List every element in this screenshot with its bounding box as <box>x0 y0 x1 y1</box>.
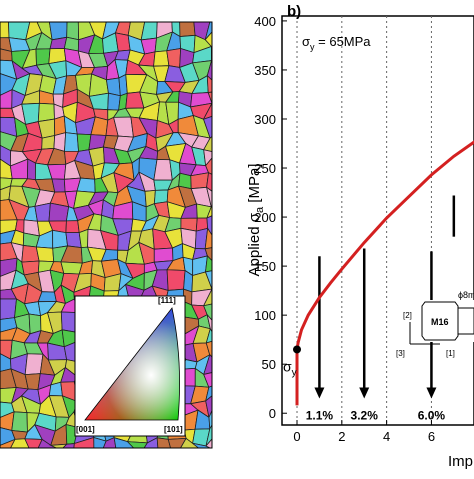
yield-label: σy <box>283 358 297 378</box>
y-tick-label: 200 <box>254 210 276 225</box>
specimen-shank <box>457 307 474 335</box>
grain <box>0 298 17 320</box>
grain <box>48 202 70 222</box>
specimen-head <box>421 301 459 341</box>
yield-label-sub: y <box>292 367 297 378</box>
yield-label-sym: σ <box>283 358 292 374</box>
arrow-label: 6.0% <box>418 409 446 423</box>
grain <box>179 21 196 37</box>
arrow-head <box>359 387 370 399</box>
grain <box>52 229 69 249</box>
x-tick-label: 6 <box>428 429 435 444</box>
grain <box>66 21 80 41</box>
grain <box>204 270 213 290</box>
grain <box>65 220 80 234</box>
axis-2-label: [2] <box>403 311 412 320</box>
yield-note-sub: y <box>310 42 315 52</box>
map-frame <box>0 21 213 449</box>
grain <box>190 172 210 190</box>
ipf-top-label: [111] <box>158 296 176 305</box>
arrow-label: 3.2% <box>351 409 379 423</box>
yield-note-text: = 65MPa <box>315 34 372 49</box>
grain <box>76 177 96 193</box>
line <box>295 140 474 406</box>
ipf-left-label: [001] <box>76 425 95 434</box>
grain <box>37 291 57 303</box>
ipf-legend: [111] [001] [101] <box>74 295 186 437</box>
grain <box>153 159 173 181</box>
x-axis-label: Imp <box>448 453 473 470</box>
y-tick-label: 0 <box>269 406 276 421</box>
specimen-part: M16 <box>431 317 449 327</box>
x-tick-label: 2 <box>338 429 345 444</box>
grain <box>107 92 121 111</box>
y-axis-label: Applied σa [MPa] <box>246 164 266 277</box>
x-tick-label: 0 <box>293 429 300 444</box>
y-label-sub: a <box>254 206 266 213</box>
y-label-unit: [MPa] <box>246 164 263 207</box>
grain <box>54 115 67 136</box>
y-tick-label: 300 <box>254 112 276 127</box>
specimen-inset: M16 ϕ8m [2] [3] [1] <box>396 290 474 358</box>
plot-area <box>281 15 474 426</box>
grain <box>64 132 80 152</box>
grain <box>41 134 56 150</box>
grain <box>166 47 182 68</box>
y-label-main: Applied σ <box>246 212 263 276</box>
y-tick-label: 350 <box>254 63 276 78</box>
y-tick-label: 250 <box>254 161 276 176</box>
grain <box>27 158 36 181</box>
specimen-diameter: ϕ8m <box>458 290 474 300</box>
grain <box>166 269 186 291</box>
yield-note-sym: σ <box>302 34 310 49</box>
axis-1-label: [1] <box>446 349 455 358</box>
grain <box>35 246 55 263</box>
grain <box>48 21 68 41</box>
arrow-head <box>426 387 437 399</box>
yield-note: σy = 65MPa <box>302 34 371 52</box>
yield-point <box>293 345 302 354</box>
y-tick-label: 400 <box>254 14 276 29</box>
y-tick-label: 150 <box>254 259 276 274</box>
x-tick-label: 4 <box>383 429 390 444</box>
grain <box>11 411 28 433</box>
axis-3-label: [3] <box>396 349 405 358</box>
grain <box>37 102 55 123</box>
y-tick-label: 100 <box>254 308 276 323</box>
ipf-triangle-white <box>84 307 180 421</box>
grain <box>153 247 174 263</box>
grain <box>65 232 82 249</box>
grain <box>51 178 66 193</box>
grain <box>153 50 170 67</box>
grain <box>60 261 83 275</box>
chart: 0 50 100 150 200 250 300 350 400 0 2 4 6 Imp Applied σ… <box>246 3 474 470</box>
grain <box>34 202 51 222</box>
grain <box>78 228 89 249</box>
panel-label: b) <box>287 3 301 20</box>
arrow-label: 1.1% <box>306 409 334 423</box>
arrow-head <box>314 387 325 399</box>
grain <box>35 48 51 66</box>
y-tick-label: 50 <box>262 357 276 372</box>
grain <box>0 21 10 39</box>
ipf-right-label: [101] <box>164 425 183 434</box>
